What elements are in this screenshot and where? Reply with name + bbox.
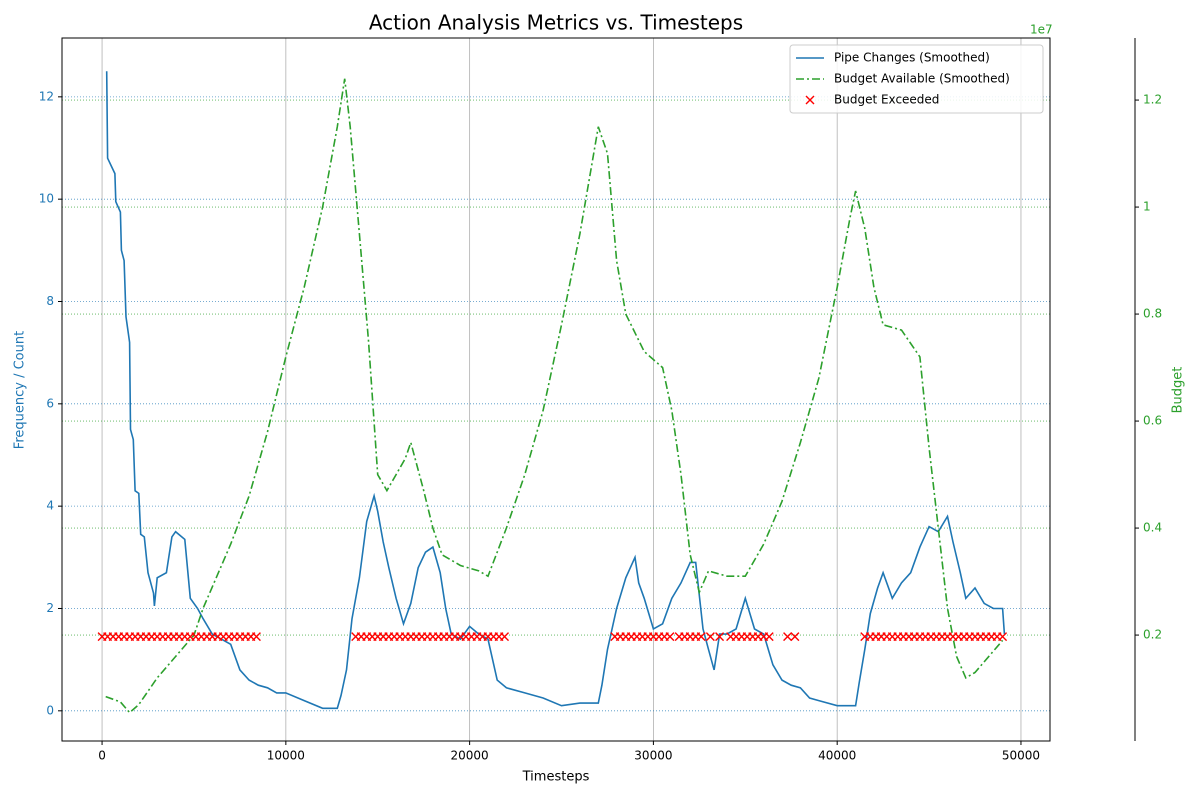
y-tick-label: 12 (39, 89, 54, 103)
plot-frame (61, 37, 1051, 742)
legend-marker (805, 95, 815, 105)
y2-tick-label: 0.6 (1143, 414, 1162, 428)
y-tick-label: 2 (46, 601, 54, 615)
budget-exceeded-marker (790, 632, 800, 642)
x-tick-label: 10000 (267, 749, 305, 763)
budget-exceeded-marker (998, 632, 1008, 642)
legend-box (789, 44, 1044, 114)
marker-stroke (783, 632, 793, 642)
budget-exceeded-marker (715, 632, 725, 642)
marker-stroke (790, 632, 800, 642)
y2-tick-label: 0.8 (1143, 307, 1162, 321)
budget-exceeded-marker (764, 632, 774, 642)
budget-exceeded-marker (783, 632, 793, 642)
y-tick-label: 4 (46, 499, 54, 513)
legend-label: Budget Exceeded (834, 93, 939, 107)
x-tick-label: 40000 (818, 749, 856, 763)
marker-stroke (665, 632, 675, 642)
marker-stroke (764, 632, 774, 642)
budget-exceeded-marker (251, 632, 261, 642)
y2-offset-label: 1e7 (1030, 23, 1053, 37)
marker-stroke (696, 632, 706, 642)
chart-title: Action Analysis Metrics vs. Timesteps (369, 11, 743, 35)
y-tick-label: 6 (46, 396, 54, 410)
y2-axis-label: Budget (1171, 367, 1186, 414)
budget-exceeded-marker (705, 632, 715, 642)
y-tick-label: 0 (46, 703, 54, 717)
y-tick-label: 8 (46, 294, 54, 308)
x-tick-label: 0 (98, 749, 106, 763)
legend-label: Pipe Changes (Smoothed) (834, 51, 990, 65)
y-tick-label: 10 (39, 192, 54, 206)
marker-stroke (805, 95, 815, 105)
x-tick-label: 30000 (634, 749, 672, 763)
budget-exceeded-marker (500, 632, 510, 642)
series-line (105, 78, 1004, 714)
budget-exceeded-marker (696, 632, 706, 642)
marker-stroke (705, 632, 715, 642)
x-tick-label: 50000 (1002, 749, 1040, 763)
y2-tick-label: 1 (1143, 200, 1151, 214)
marker-stroke (715, 632, 725, 642)
x-axis-label: Timesteps (522, 770, 590, 785)
series-line (105, 71, 1006, 710)
y2-tick-label: 0.2 (1143, 628, 1162, 642)
marker-stroke (251, 632, 261, 642)
marker-stroke (500, 632, 510, 642)
budget-exceeded-marker (665, 632, 675, 642)
x-tick-label: 20000 (451, 749, 489, 763)
y-axis-label: Frequency / Count (13, 331, 28, 449)
y2-tick-label: 0.4 (1143, 521, 1162, 535)
legend-label: Budget Available (Smoothed) (834, 72, 1010, 86)
marker-stroke (998, 632, 1008, 642)
y2-tick-label: 1.2 (1143, 93, 1162, 107)
